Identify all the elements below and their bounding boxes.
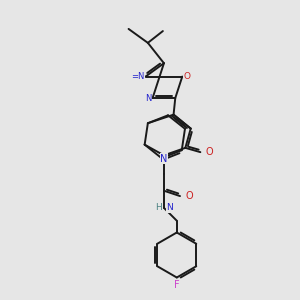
Text: N: N [145, 94, 152, 103]
Text: H: H [155, 203, 162, 212]
Text: O: O [206, 147, 213, 157]
Text: =N: =N [131, 72, 145, 81]
Text: O: O [185, 191, 193, 201]
Text: N: N [160, 154, 168, 164]
Text: N: N [166, 203, 173, 212]
Text: O: O [183, 72, 190, 81]
Text: F: F [174, 280, 180, 290]
